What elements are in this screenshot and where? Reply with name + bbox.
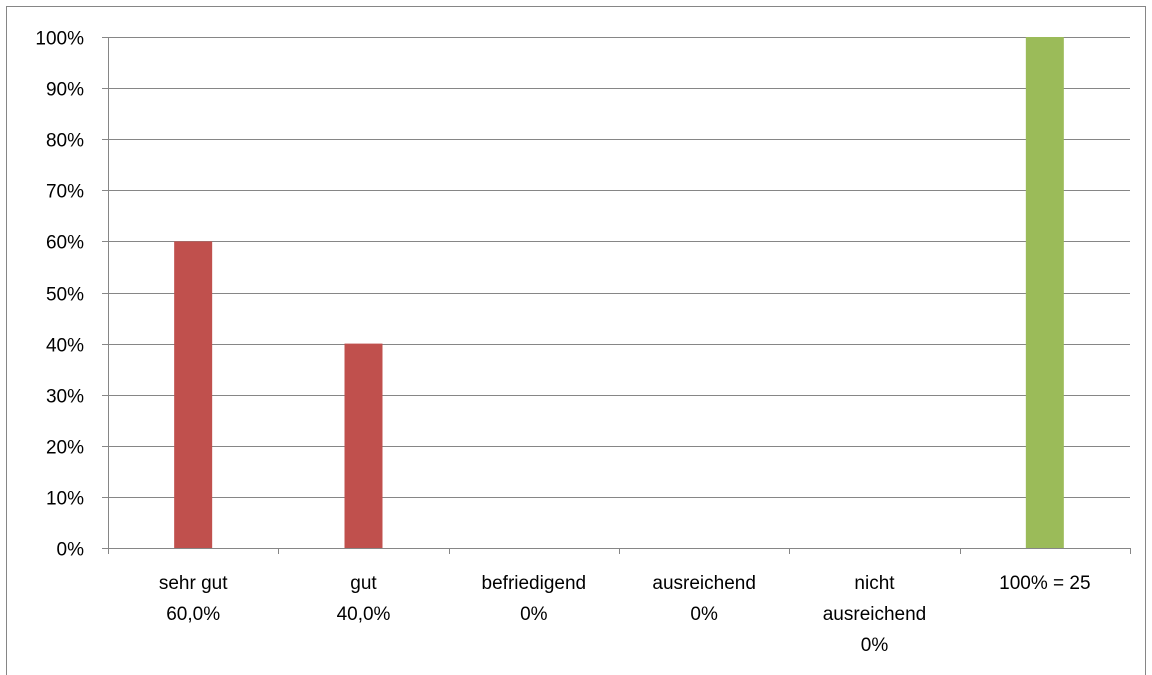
y-tick-label: 30%	[46, 387, 84, 408]
y-tick-label: 80%	[46, 131, 84, 152]
x-tick-label: 0%	[520, 604, 548, 625]
bar	[174, 241, 213, 548]
x-tick-label: 60,0%	[166, 604, 220, 625]
bars	[174, 37, 1064, 548]
tick-labels: 0% 10% 20% 30% 40% 50% 60% 70% 80% 90% 100% sehr gu…	[35, 29, 1090, 657]
x-tick-label: 0%	[690, 604, 718, 625]
bar	[1025, 37, 1064, 548]
y-tick-label: 40%	[46, 336, 84, 357]
x-tick-label: ausreichend	[823, 604, 927, 625]
y-tick-label: 70%	[46, 182, 84, 203]
chart-frame	[6, 6, 1146, 675]
y-tick-label: 100%	[35, 29, 84, 50]
x-tick-label: 100% = 25	[999, 573, 1090, 594]
y-tick-label: 10%	[46, 489, 84, 510]
y-tick-label: 90%	[46, 80, 84, 101]
x-tick-label: gut	[350, 573, 377, 594]
bar	[344, 343, 383, 548]
x-tick-label: sehr gut	[159, 573, 228, 594]
x-tick-label: nicht	[854, 573, 895, 594]
y-tick-label: 50%	[46, 285, 84, 306]
y-tick-label: 60%	[46, 233, 84, 254]
x-tick-label: 0%	[861, 635, 889, 656]
y-tick-label: 0%	[57, 540, 85, 561]
axes	[102, 37, 1131, 554]
x-tick-label: ausreichend	[652, 573, 756, 594]
x-tick-label: befriedigend	[482, 573, 587, 594]
x-tick-label: 40,0%	[337, 604, 391, 625]
gridlines	[108, 37, 1130, 498]
y-tick-label: 20%	[46, 438, 84, 459]
